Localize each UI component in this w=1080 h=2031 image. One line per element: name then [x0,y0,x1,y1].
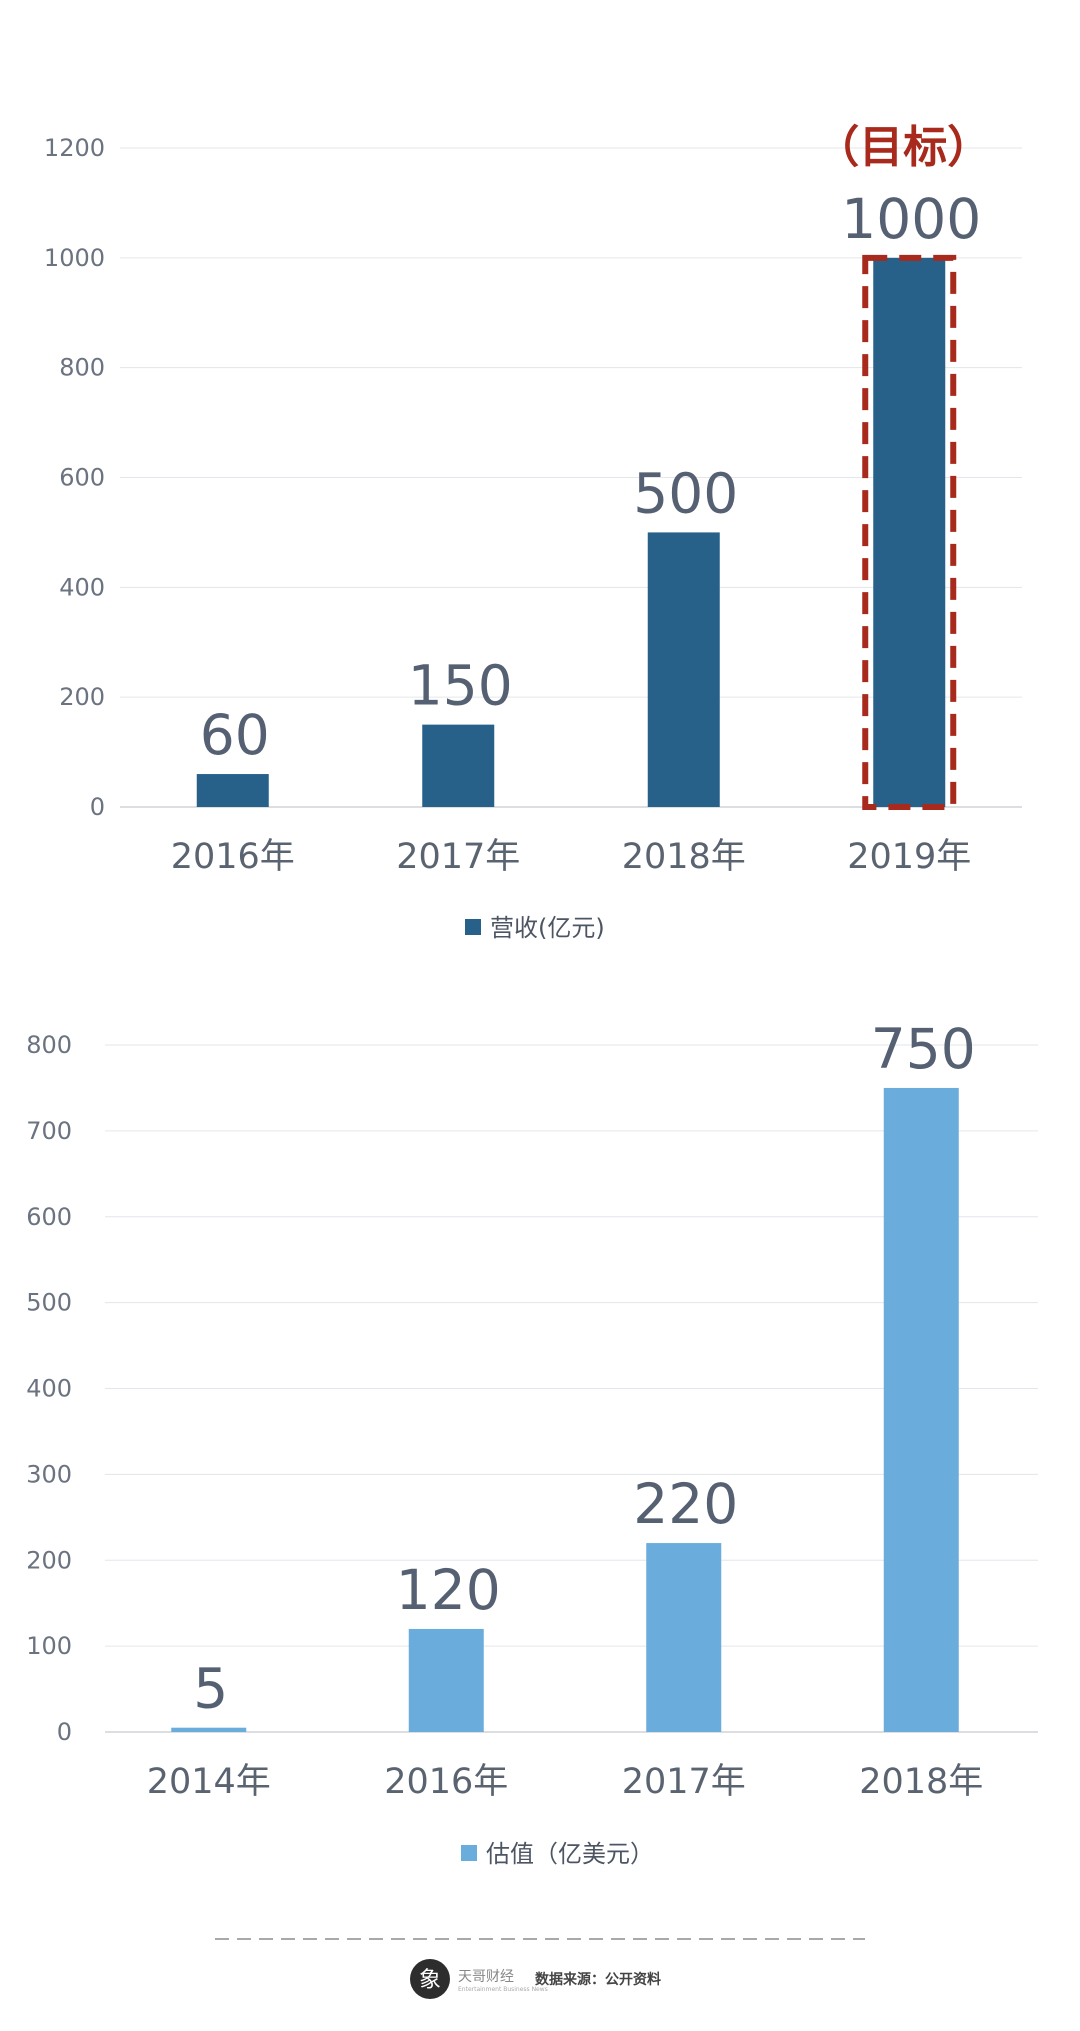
legend-label: 估值（亿美元） [486,1840,654,1868]
y-tick-label: 200 [26,1546,72,1574]
y-tick-label: 800 [59,354,105,382]
bar [883,1087,959,1732]
y-tick-label: 1200 [44,134,105,162]
bar [873,257,946,807]
y-tick-label: 300 [26,1460,72,1488]
y-tick-label: 600 [59,464,105,492]
legend-swatch-icon [465,919,481,935]
data-label: 500 [633,461,738,525]
x-tick-label: 2018年 [859,1762,983,1802]
footer-brand: 天哥财经 [458,1969,514,1985]
data-label: 1000 [841,187,981,251]
target-dashed-box [862,254,957,811]
y-tick-label: 100 [26,1632,72,1660]
target-annotation: （目标） [815,122,991,173]
y-tick-label: 0 [57,1718,72,1746]
x-tick-label: 2019年 [847,837,971,877]
footer-source: 数据来源：公开资料 [535,1971,661,1988]
logo-icon: 象 [410,1959,450,1999]
legend-swatch-icon [461,1845,477,1861]
bar [646,1543,722,1732]
y-tick-label: 700 [26,1117,72,1145]
y-tick-label: 400 [26,1375,72,1403]
legend-label: 营收(亿元) [490,914,605,942]
bar [408,1628,484,1732]
y-tick-label: 400 [59,573,105,601]
x-tick-label: 2018年 [622,837,746,877]
valuation-chart: 0 100 200 300 400 500 600 700 800 5 2014年 120 2016年 2… [26,1017,1038,1868]
svg-text:象: 象 [419,1968,441,1993]
data-label: 220 [633,1472,738,1536]
x-tick-label: 2014年 [147,1762,271,1802]
x-tick-label: 2016年 [384,1762,508,1802]
y-tick-label: 800 [26,1031,72,1059]
bar [647,532,720,807]
x-tick-label: 2017年 [396,837,520,877]
data-label: 5 [193,1657,228,1721]
footer: 象 天哥财经 Entertainment Business News 数据来源：… [215,1938,865,1999]
data-label: 150 [408,654,513,718]
y-tick-label: 1000 [44,244,105,272]
data-label: 60 [200,703,270,767]
y-tick-label: 500 [26,1289,72,1317]
footer-brand-sub: Entertainment Business News [458,1986,548,1993]
x-tick-label: 2017年 [622,1762,746,1802]
revenue-chart: 0 200 400 600 800 1000 1200 60 2016年 150 2017年 500 2… [44,122,1022,942]
bar [422,724,495,807]
y-tick-label: 200 [59,683,105,711]
y-tick-label: 0 [90,793,105,821]
y-tick-label: 600 [26,1203,72,1231]
bar [171,1727,247,1732]
data-label: 750 [871,1017,976,1081]
bar [196,774,269,807]
data-label: 120 [396,1558,501,1622]
x-tick-label: 2016年 [171,837,295,877]
